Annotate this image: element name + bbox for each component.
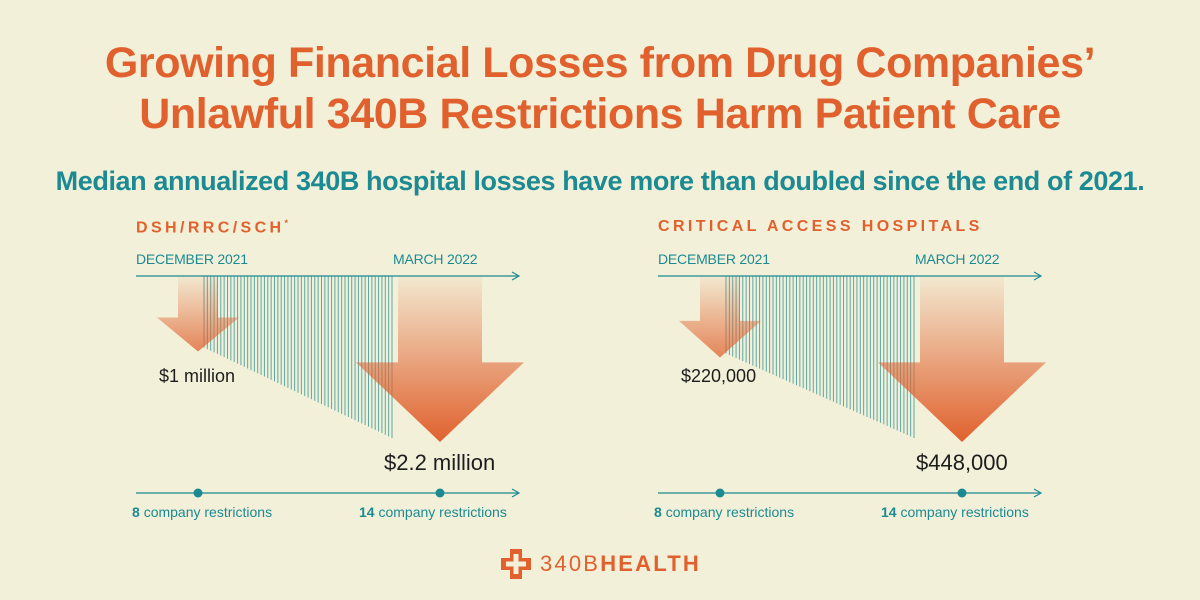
restriction-label-start: 8 company restrictions — [654, 504, 795, 520]
chart-graphic-critical-access — [658, 271, 1046, 498]
restriction-label-end: 14 company restrictions — [881, 504, 1029, 520]
chart-title: DSH/RRC/SCH* — [136, 218, 289, 237]
value-label-start: $1 million — [159, 366, 236, 386]
restriction-marker — [435, 488, 445, 498]
arrow-bar-start — [679, 276, 761, 358]
top-timeline-arrow — [511, 271, 521, 281]
date-label-end: MARCH 2022 — [915, 251, 1000, 267]
value-label-end: $2.2 million — [384, 450, 496, 475]
title-line-1: Growing Financial Losses from Drug Compa… — [104, 39, 1096, 87]
arrow-bar-end — [356, 276, 524, 442]
title-line-2: Unlawful 340B Restrictions Harm Patient … — [139, 90, 1061, 138]
restriction-marker — [957, 488, 967, 498]
restriction-marker — [715, 488, 725, 498]
date-label-start: DECEMBER 2021 — [658, 251, 770, 267]
arrow-bar-end — [878, 276, 1046, 442]
chart-graphic-dsh — [136, 271, 524, 498]
restriction-label-end: 14 company restrictions — [359, 504, 507, 520]
arrow-bar-start — [157, 276, 239, 352]
restriction-label-start: 8 company restrictions — [132, 504, 273, 520]
bottom-timeline-arrow — [511, 488, 521, 498]
page-title: Growing Financial Losses from Drug Compa… — [0, 38, 1200, 140]
date-label-start: DECEMBER 2021 — [136, 251, 248, 267]
date-label-end: MARCH 2022 — [393, 251, 478, 267]
restriction-marker — [193, 488, 203, 498]
chart-panel-dsh: DSH/RRC/SCH* DECEMBER 2021 MARCH 2022 $1… — [128, 210, 568, 530]
page-subtitle: Median annualized 340B hospital losses h… — [55, 166, 1145, 196]
chart-panel-critical-access: CRITICAL ACCESS HOSPITALS DECEMBER 2021 … — [650, 210, 1090, 530]
value-label-end: $448,000 — [916, 450, 1008, 475]
top-timeline-arrow — [1033, 271, 1043, 281]
chart-title: CRITICAL ACCESS HOSPITALS — [658, 218, 983, 235]
logo-text: 340BHEALTH — [540, 551, 701, 576]
value-label-start: $220,000 — [681, 366, 757, 386]
logo-340b-health: 340BHEALTH — [500, 547, 701, 581]
bottom-timeline-arrow — [1033, 488, 1043, 498]
plus-cross-icon — [501, 549, 531, 579]
